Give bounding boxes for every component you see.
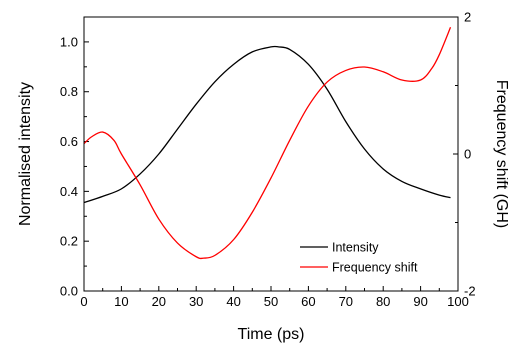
- plot-frame: [83, 16, 459, 292]
- x-tick-label: 50: [264, 294, 278, 309]
- y-tick-label: 1.0: [60, 34, 78, 49]
- y2-axis-title: Frequency shift (GH): [493, 80, 508, 228]
- x-tick-label: 40: [226, 294, 240, 309]
- y-tick-label: 0.2: [60, 234, 78, 249]
- x-tick-label: 20: [152, 294, 166, 309]
- y-tick-label: 0.0: [60, 284, 78, 299]
- x-axis-title: Time (ps): [238, 326, 305, 343]
- x-tick-label: 30: [189, 294, 203, 309]
- y2-tick-label: -2: [464, 284, 476, 299]
- y2-tick-label: 0: [464, 147, 471, 162]
- legend-label-intensity: Intensity: [332, 241, 379, 255]
- x-tick-label: 90: [413, 294, 427, 309]
- series-line-frequency-shift: [83, 27, 452, 260]
- tick-labels: 0 10 20 30 40 50 60 70 80 90 1000.00.20.40.60.81.0…: [60, 10, 476, 310]
- y-tick-label: 0.4: [60, 184, 78, 199]
- x-tick-label: 80: [376, 294, 390, 309]
- x-tick-label: 100: [447, 294, 469, 309]
- x-tick-label: 10: [114, 294, 128, 309]
- y-tick-label: 0.8: [60, 84, 78, 99]
- x-tick-label: 60: [301, 294, 315, 309]
- axis-ticks: [83, 16, 459, 292]
- y-tick-label: 0.6: [60, 134, 78, 149]
- y2-tick-label: 2: [464, 10, 471, 25]
- legend-label-frequency-shift: Frequency shift: [332, 261, 418, 275]
- x-tick-label: 70: [339, 294, 353, 309]
- series-line-intensity: [83, 45, 451, 204]
- series-lines: [83, 27, 452, 260]
- x-tick-label: 0: [80, 294, 87, 309]
- y-axis-title: Normalised intensity: [17, 82, 34, 226]
- legend: Intensity Frequency shift: [300, 241, 418, 275]
